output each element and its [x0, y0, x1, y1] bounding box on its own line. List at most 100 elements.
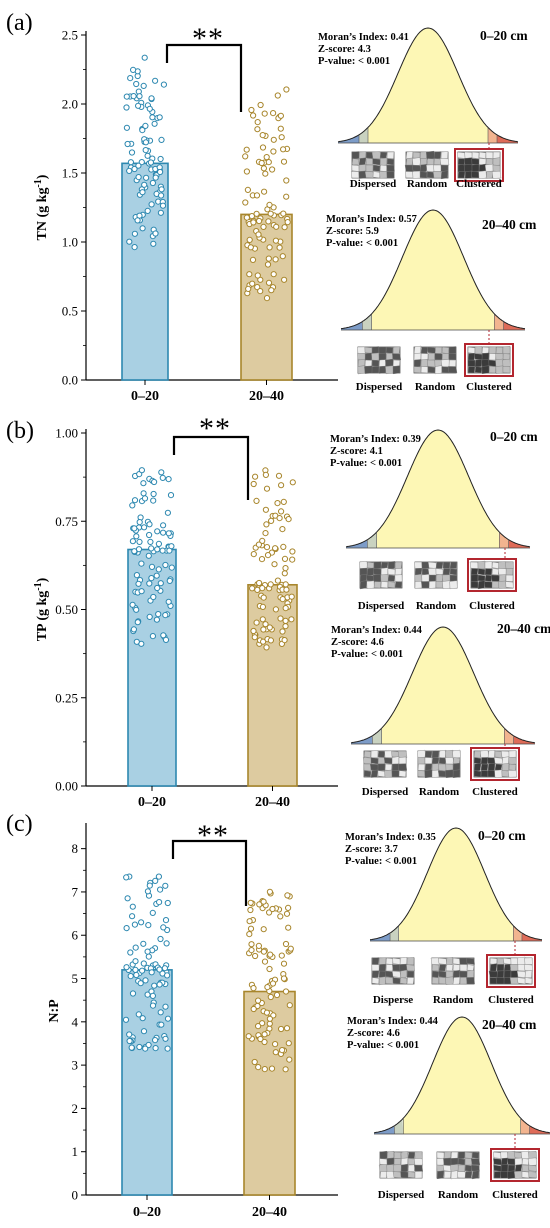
dispersed-pattern-cell [377, 757, 386, 765]
dispersed-pattern-cell [386, 151, 395, 159]
dispersed-pattern-cell [392, 957, 401, 965]
depth-label: 0–20 cm [478, 828, 526, 843]
dispersed-pattern-cell [392, 1164, 403, 1173]
dispersed-pattern-cell [379, 151, 388, 159]
random-pattern-cell [457, 1164, 466, 1172]
dispersed-pattern-cell [407, 1158, 416, 1166]
data-point [159, 202, 167, 209]
data-point [282, 581, 289, 588]
data-point [135, 102, 142, 109]
data-point [250, 985, 257, 992]
random-pattern-cell [420, 353, 429, 361]
data-point [264, 552, 272, 559]
clustered-highlight [470, 747, 520, 781]
data-point [266, 1015, 273, 1022]
random-pattern-cell [438, 970, 447, 978]
dispersed-pattern-cell [379, 157, 388, 166]
panel-label: (c) [6, 811, 33, 837]
dispersed-pattern-cell [400, 1163, 409, 1173]
depth-label: 0–20 cm [480, 28, 528, 43]
data-point [132, 944, 139, 951]
dispersed-pattern-cell [386, 1170, 395, 1179]
dispersed-pattern-cell [413, 1158, 424, 1166]
random-pattern-cell [436, 1157, 445, 1166]
dispersed-pattern-cell [406, 957, 415, 966]
clustered-pattern-cell [501, 763, 510, 772]
data-point [157, 155, 164, 163]
clustered-pattern-cell [487, 749, 496, 759]
data-point [135, 162, 142, 169]
dispersed-pattern-cell [406, 964, 415, 972]
data-point [157, 886, 164, 893]
dispersed-pattern-cell [414, 1164, 423, 1172]
data-point [267, 581, 274, 588]
clustered-pattern-cell [480, 770, 489, 778]
data-point [123, 104, 130, 111]
data-point [253, 192, 261, 199]
data-point [160, 924, 167, 931]
data-point [168, 543, 175, 550]
data-point [146, 580, 153, 587]
data-point [157, 1009, 164, 1016]
data-point [270, 148, 277, 155]
clustered-pattern-cell [505, 574, 514, 582]
data-point [285, 904, 292, 912]
dispersed-pattern-cell [406, 977, 415, 985]
clustered-pattern-cell [457, 171, 466, 179]
data-point [289, 479, 296, 486]
data-point [268, 287, 275, 294]
data-point [279, 526, 286, 533]
y-tick-label: 2.0 [62, 97, 78, 112]
data-point [273, 223, 280, 230]
clustered-pattern-cell [509, 977, 520, 985]
data-point [138, 467, 145, 474]
dispersed-pattern-cell [387, 581, 396, 589]
random-pattern-cell [449, 574, 458, 582]
random-pattern-cell [445, 769, 454, 778]
data-point [151, 982, 158, 989]
clustered-pattern-cell [492, 164, 501, 172]
dispersed-pattern-cell [364, 352, 373, 361]
data-point [276, 244, 283, 251]
random-label: Random [438, 1189, 478, 1201]
random-pattern-cell [428, 561, 437, 569]
data-point [280, 146, 287, 153]
dispersed-pattern-cell [377, 750, 386, 758]
data-point [268, 517, 275, 525]
random-pattern-cell [421, 561, 430, 569]
random-pattern-cell [443, 1151, 452, 1159]
random-pattern-cell [466, 977, 475, 985]
data-point [285, 1040, 292, 1047]
clustered-pattern-cell [487, 770, 496, 778]
random-pattern-cell [459, 977, 468, 985]
data-point [142, 139, 149, 146]
random-pattern-cell [439, 158, 450, 166]
dispersed-pattern-cell [386, 158, 395, 166]
random-pattern-cell [466, 964, 475, 972]
curve-center [398, 828, 514, 941]
data-point [274, 92, 281, 99]
data-point [140, 940, 147, 947]
data-point [162, 636, 170, 644]
random-pattern-cell [452, 769, 461, 779]
data-point [166, 577, 173, 585]
morans-panel-2: Moran’s Index: 0.57Z-score: 5.9P-value: … [326, 209, 537, 393]
data-point [146, 882, 153, 889]
significance-bracket [172, 435, 250, 500]
data-point [130, 93, 137, 100]
data-point [265, 159, 272, 166]
clustered-pattern-cell [487, 762, 496, 772]
random-pattern-cell [427, 366, 436, 374]
data-point [162, 882, 169, 889]
clustered-pattern-cell [505, 581, 514, 589]
random-pattern-cell [440, 164, 449, 172]
data-point [267, 951, 274, 958]
clustered-pattern-cell [528, 1164, 537, 1172]
data-point [257, 1035, 264, 1043]
dispersed-pattern-cell [357, 365, 366, 375]
data-point [131, 921, 138, 928]
panel-label: (b) [6, 418, 34, 444]
data-point [164, 509, 171, 516]
data-point [142, 122, 149, 130]
